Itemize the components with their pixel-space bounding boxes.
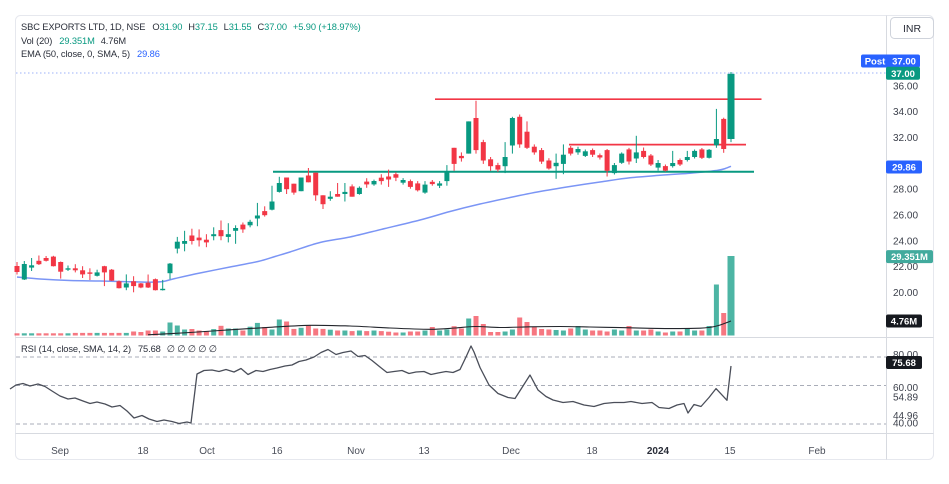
svg-text:15: 15 [724,446,736,457]
svg-text:60.00: 60.00 [893,383,918,394]
svg-text:80.00: 80.00 [893,350,918,361]
svg-text:34.00: 34.00 [893,107,918,118]
svg-text:Dec: Dec [502,446,520,457]
svg-text:75.68: 75.68 [892,358,916,369]
svg-text:22.00: 22.00 [893,262,918,273]
svg-text:20.00: 20.00 [893,288,918,299]
svg-text:INR: INR [903,23,922,35]
svg-text:37.00: 37.00 [892,57,916,68]
svg-text:Oct: Oct [199,446,215,457]
svg-text:44.96: 44.96 [893,411,918,422]
svg-text:Post: Post [865,57,886,68]
svg-text:28.00: 28.00 [893,185,918,196]
svg-text:Sep: Sep [51,446,69,457]
svg-text:4.76M: 4.76M [891,317,917,328]
svg-text:13: 13 [418,446,430,457]
svg-text:37.00: 37.00 [891,69,915,80]
svg-text:16: 16 [271,446,283,457]
svg-text:EMA (50, close, 0, SMA, 5)29.8: EMA (50, close, 0, SMA, 5) 29.86 [21,49,160,59]
svg-text:36.00: 36.00 [893,81,918,92]
svg-text:26.00: 26.00 [893,211,918,222]
svg-text:18: 18 [137,446,149,457]
svg-text:29.351M: 29.351M [891,252,928,263]
svg-text:29.86: 29.86 [892,163,916,174]
svg-text:54.89: 54.89 [893,393,918,404]
svg-text:24.00: 24.00 [893,236,918,247]
svg-text:40.00: 40.00 [893,419,918,430]
svg-text:32.00: 32.00 [893,133,918,144]
svg-text:2024: 2024 [647,446,670,457]
svg-text:Nov: Nov [347,446,365,457]
svg-text:Feb: Feb [808,446,826,457]
svg-text:18: 18 [586,446,598,457]
svg-text:RSI (14, close, SMA, 14, 2)75.: RSI (14, close, SMA, 14, 2) 75.68 ∅ ∅ ∅ ∅ ∅ [21,344,217,354]
